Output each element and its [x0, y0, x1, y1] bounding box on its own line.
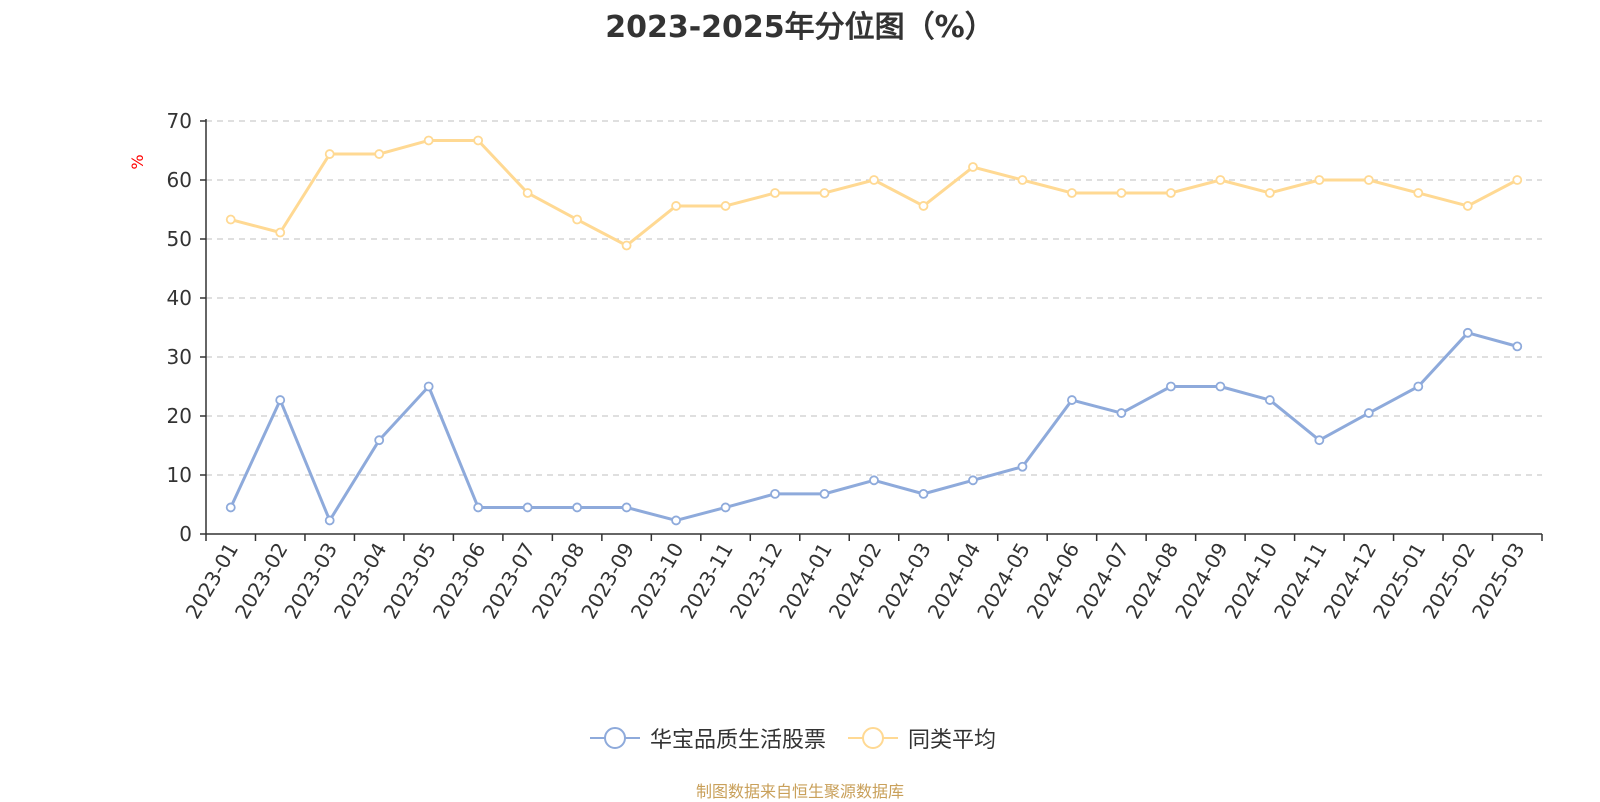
- data-point: [918, 201, 929, 211]
- data-point: [1462, 201, 1473, 211]
- line-circle-icon: [590, 727, 640, 749]
- y-tick-label: 40: [167, 286, 192, 310]
- data-point: [1215, 381, 1226, 392]
- legend-item-series-2[interactable]: 同类平均: [848, 722, 996, 754]
- data-point: [819, 488, 830, 499]
- data-point: [1314, 175, 1325, 185]
- data-point: [1462, 327, 1473, 338]
- data-point: [1067, 188, 1077, 198]
- data-point: [275, 227, 286, 238]
- data-point: [918, 488, 929, 499]
- legend-label-series-2: 同类平均: [908, 728, 997, 753]
- data-point: [770, 488, 780, 499]
- data-point: [374, 149, 385, 159]
- data-point: [1215, 175, 1226, 185]
- y-tick-label: 60: [167, 168, 192, 192]
- data-point: [1067, 395, 1077, 405]
- data-point: [720, 201, 731, 211]
- data-point: [423, 381, 434, 392]
- data-point: [1116, 408, 1127, 418]
- y-tick-label: 70: [167, 109, 192, 133]
- data-point: [671, 201, 681, 211]
- y-tick-label: 0: [179, 522, 192, 546]
- data-point: [522, 188, 533, 198]
- data-point: [1363, 408, 1374, 418]
- series-layer: [225, 135, 1523, 526]
- legend-item-series-1[interactable]: 华宝品质生活股票: [590, 722, 826, 754]
- data-point: [1116, 188, 1127, 198]
- legend-label-series-1: 华宝品质生活股票: [650, 728, 827, 753]
- data-point: [1413, 381, 1424, 392]
- data-point: [770, 188, 780, 198]
- y-tick-label: 20: [167, 404, 192, 428]
- data-point: [374, 435, 385, 446]
- y-tick-label: 30: [167, 345, 192, 369]
- data-point: [819, 188, 830, 198]
- data-point: [324, 149, 335, 159]
- data-point: [1512, 175, 1523, 185]
- data-point: [1264, 188, 1275, 198]
- y-axis-label: %: [128, 154, 147, 169]
- line-circle-icon: [848, 727, 899, 749]
- data-point: [225, 214, 236, 225]
- data-point: [968, 162, 978, 172]
- source-note: 制图数据来自恒生聚源数据库: [695, 782, 904, 801]
- data-point: [1165, 188, 1176, 198]
- data-point: [572, 502, 583, 513]
- data-point: [423, 135, 434, 146]
- data-point: [225, 502, 236, 513]
- data-point: [671, 515, 681, 526]
- data-point: [1264, 395, 1275, 405]
- data-point: [621, 502, 632, 513]
- data-point: [275, 395, 286, 405]
- series-line-1: [229, 331, 1518, 522]
- data-point: [1017, 461, 1028, 472]
- data-point: [522, 502, 533, 513]
- data-point: [1413, 188, 1424, 198]
- data-point: [572, 214, 583, 225]
- data-point: [1512, 341, 1523, 352]
- data-point: [720, 502, 731, 513]
- data-point: [1314, 435, 1325, 446]
- data-point: [968, 475, 978, 486]
- data-point: [473, 502, 484, 513]
- data-point: [869, 175, 879, 185]
- data-point: [1017, 175, 1028, 185]
- data-point: [473, 135, 484, 146]
- data-point: [869, 475, 879, 486]
- data-point: [1363, 175, 1374, 185]
- data-point: [1165, 381, 1176, 392]
- chart-title: 2023-2025年分位图（%）: [605, 10, 995, 45]
- legend: 华宝品质生活股票 同类平均: [590, 722, 996, 754]
- data-point: [324, 515, 335, 526]
- grid-lines: [206, 120, 1542, 476]
- y-tick-label: 10: [167, 463, 192, 487]
- data-point: [621, 240, 632, 251]
- series-line-2: [230, 138, 1518, 247]
- y-tick-label: 50: [167, 227, 192, 251]
